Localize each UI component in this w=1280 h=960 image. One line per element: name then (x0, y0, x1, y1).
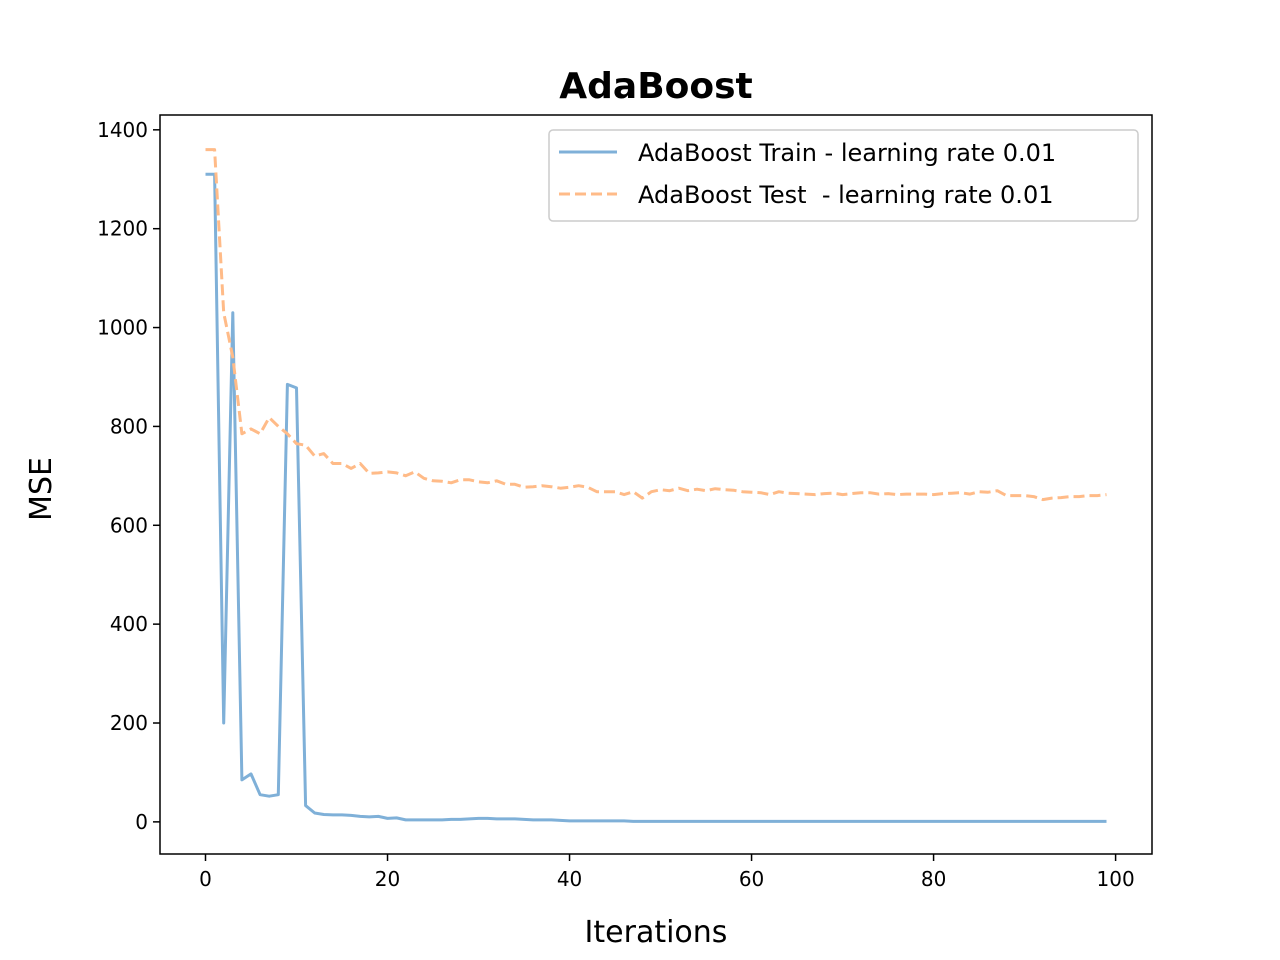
plot-frame (159, 114, 1153, 855)
x-tick-label: 60 (739, 867, 764, 891)
y-axis-title: MSE (24, 457, 59, 521)
y-tick-label: 0 (135, 810, 148, 834)
x-axis: 0 20 40 60 80 100 (199, 854, 1135, 891)
x-tick-label: 100 (1097, 867, 1135, 891)
x-tick-label: 20 (375, 867, 400, 891)
y-tick-label: 800 (110, 414, 148, 438)
x-tick-label: 0 (199, 867, 212, 891)
y-tick-label: 600 (110, 513, 148, 537)
legend-label-test: AdaBoost Test - learning rate 0.01 (638, 181, 1053, 209)
chart-title: AdaBoost (559, 66, 752, 107)
y-tick-label: 1000 (97, 316, 148, 340)
series-lines (205, 148, 1107, 823)
legend-box (548, 129, 1139, 222)
legend: AdaBoost Train - learning rate 0.01 AdaBo… (548, 129, 1139, 222)
legend-label-train: AdaBoost Train - learning rate 0.01 (638, 139, 1056, 167)
x-tick-label: 40 (557, 867, 582, 891)
series-line-test (205, 148, 1107, 502)
x-tick-label: 80 (921, 867, 946, 891)
y-tick-label: 400 (110, 612, 148, 636)
y-axis: 0 200 400 600 800 1000 1200 1400 (97, 118, 160, 834)
y-tick-label: 200 (110, 711, 148, 735)
y-tick-label: 1200 (97, 217, 148, 241)
series-line-train (205, 172, 1107, 823)
y-tick-label: 1400 (97, 118, 148, 142)
x-axis-title: Iterations (585, 915, 728, 950)
